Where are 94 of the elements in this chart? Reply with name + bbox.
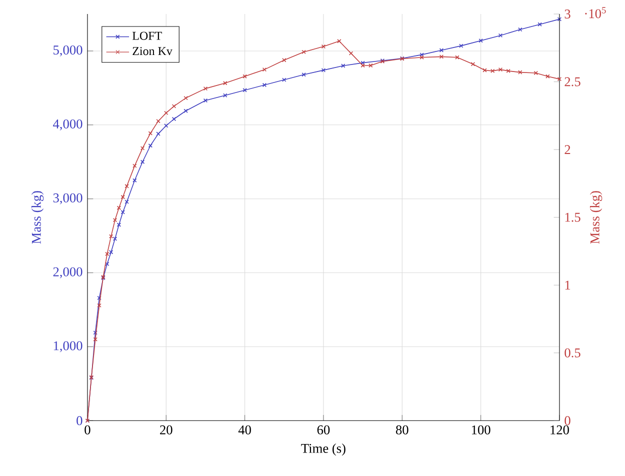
y-tick-label: 0 [76, 416, 82, 426]
point [164, 110, 168, 116]
point [498, 33, 503, 38]
point [490, 68, 495, 74]
point [120, 210, 125, 214]
point [546, 74, 550, 78]
point [156, 132, 160, 136]
point [112, 218, 118, 222]
y2-tick-label: 0 [564, 416, 570, 426]
point [439, 54, 444, 59]
y-tick-label: 3,000 [53, 193, 82, 204]
point [203, 86, 208, 91]
point [184, 108, 188, 113]
x-tick-label: 40 [238, 425, 251, 434]
y-tick-label: 5,000 [54, 46, 82, 56]
legend-label: LOFT [132, 32, 162, 40]
point [518, 70, 522, 74]
point [455, 55, 460, 60]
point [108, 234, 114, 238]
x-tick-label: 20 [160, 425, 172, 434]
point [302, 72, 306, 77]
point [172, 116, 176, 122]
point [262, 82, 267, 88]
point [538, 22, 542, 26]
point [470, 62, 476, 66]
point [506, 68, 510, 74]
point [140, 146, 145, 150]
point [97, 296, 102, 300]
point [124, 184, 129, 188]
x-tick-label: 0 [84, 425, 90, 434]
point [112, 236, 118, 241]
point [282, 78, 286, 82]
point [140, 160, 145, 164]
point [124, 200, 129, 204]
point [478, 38, 483, 43]
point [148, 144, 152, 148]
point [105, 262, 110, 266]
point [203, 98, 208, 103]
point [242, 88, 247, 92]
y-tick-label: 1,000 [54, 341, 82, 352]
text: ·10$^{5}$ [585, 7, 606, 18]
point [116, 206, 122, 210]
point [459, 44, 464, 48]
x-tick-label: 80 [396, 425, 408, 434]
point [337, 39, 342, 44]
point [360, 60, 365, 65]
point [341, 64, 346, 68]
point [534, 70, 538, 76]
y-axis-title: Mass (kg) [31, 191, 44, 244]
x-axis-title: Time (s) [301, 444, 346, 456]
point [184, 96, 188, 100]
x-tick-label: 60 [317, 425, 330, 434]
point [368, 63, 373, 68]
point [116, 222, 122, 227]
point [498, 67, 503, 72]
point [302, 50, 306, 54]
y2-tick-label: 2.5 [564, 77, 580, 86]
point [420, 52, 424, 57]
point [132, 164, 137, 168]
point [97, 303, 102, 308]
point [420, 55, 424, 60]
point [105, 252, 110, 256]
point [321, 68, 326, 72]
point [282, 58, 286, 62]
point [164, 124, 168, 128]
point [262, 67, 267, 72]
point [223, 81, 228, 86]
point [223, 93, 228, 98]
y2-tick-label: 3 [564, 10, 570, 18]
legend-label: Zion Kv [132, 47, 172, 56]
point [360, 63, 365, 68]
x-tick-label: 100 [472, 425, 490, 434]
point [108, 250, 114, 254]
point [348, 51, 354, 56]
y-tick-label: 2,000 [53, 267, 82, 278]
point [93, 337, 98, 342]
point [518, 27, 522, 32]
y2-tick-label: 0.5 [564, 348, 580, 358]
y2-tick-label: 1.5 [565, 212, 580, 222]
y2-tick-label: 2 [564, 145, 570, 154]
point [321, 44, 326, 49]
point [172, 104, 176, 108]
x-tick-label: 120 [550, 425, 569, 434]
y2-tick-label: 1 [565, 280, 570, 290]
point [156, 118, 160, 124]
point [439, 48, 444, 52]
point [120, 194, 125, 200]
point [132, 178, 137, 182]
point [482, 68, 487, 72]
point [93, 330, 98, 335]
y-tick-label: 4,000 [53, 119, 82, 130]
y2-axis-title: Mass (kg) [590, 191, 602, 244]
point [242, 74, 247, 78]
point [148, 131, 152, 136]
